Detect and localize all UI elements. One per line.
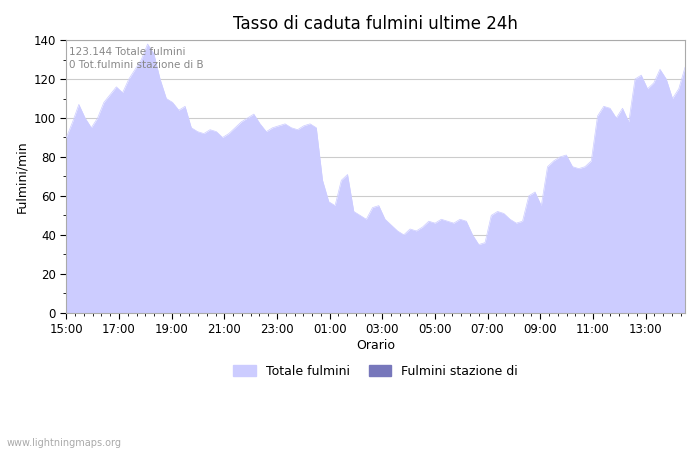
- Title: Tasso di caduta fulmini ultime 24h: Tasso di caduta fulmini ultime 24h: [233, 15, 518, 33]
- Text: 123.144 Totale fulmini
0 Tot.fulmini stazione di B: 123.144 Totale fulmini 0 Tot.fulmini sta…: [69, 47, 204, 70]
- Text: www.lightningmaps.org: www.lightningmaps.org: [7, 438, 122, 448]
- Y-axis label: Fulmini/min: Fulmini/min: [15, 140, 28, 213]
- Legend: Totale fulmini, Fulmini stazione di: Totale fulmini, Fulmini stazione di: [228, 360, 523, 383]
- X-axis label: Orario: Orario: [356, 339, 396, 352]
